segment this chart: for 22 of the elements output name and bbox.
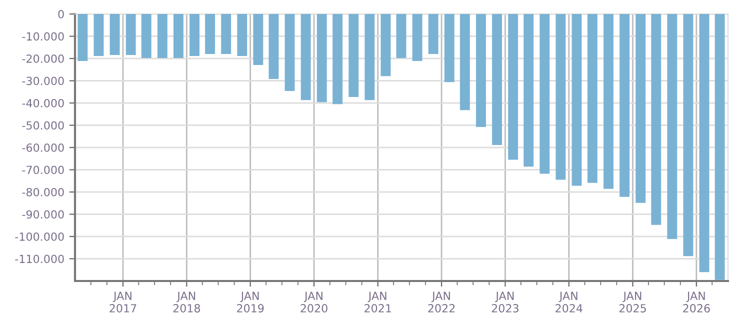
x-tick-label: JAN 2021 bbox=[364, 292, 391, 312]
x-tick-label: JAN 2017 bbox=[110, 292, 136, 312]
x-tick-label: JAN 2024 bbox=[556, 292, 582, 312]
y-tick-label: -100.000 bbox=[15, 232, 64, 241]
x-tick-label: JAN 2023 bbox=[492, 292, 518, 312]
y-tick-label: -110.000 bbox=[15, 254, 64, 264]
x-tick-label: JAN 2019 bbox=[237, 292, 264, 312]
y-tick-label: -20.000 bbox=[22, 54, 64, 63]
y-tick-label: -50.000 bbox=[22, 121, 64, 130]
y-tick-label: -60.000 bbox=[22, 143, 64, 152]
x-tick-label: JAN 2022 bbox=[428, 292, 455, 312]
y-tick-label: -70.000 bbox=[22, 166, 64, 174]
x-tick-label: JAN 2025 bbox=[619, 292, 646, 312]
x-tick-label: JAN 2018 bbox=[173, 292, 200, 312]
y-tick-label: -90.000 bbox=[22, 210, 64, 219]
x-tick-label: JAN 2020 bbox=[300, 292, 328, 312]
x-tick-label: JAN 2026 bbox=[683, 292, 710, 312]
y-tick-label: -10.000 bbox=[22, 32, 64, 41]
y-tick-label: -80.000 bbox=[22, 188, 64, 196]
y-tick-label: 0 bbox=[58, 10, 64, 18]
y-tick-label: -30.000 bbox=[22, 76, 64, 86]
y-tick-label: -40.000 bbox=[22, 98, 64, 108]
